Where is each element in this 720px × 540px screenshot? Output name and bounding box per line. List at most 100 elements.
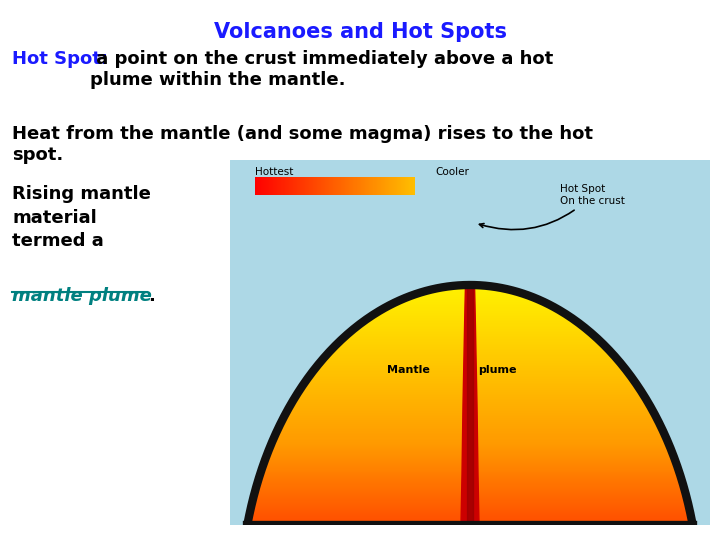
Bar <box>298 392 642 393</box>
Bar <box>251 508 689 509</box>
Bar <box>441 287 500 288</box>
Bar <box>356 177 357 195</box>
Bar <box>265 459 675 460</box>
Text: a point on the crust immediately above a hot
plume within the mantle.: a point on the crust immediately above a… <box>90 50 553 89</box>
Bar <box>400 177 402 195</box>
Bar <box>292 401 648 402</box>
Bar <box>343 177 344 195</box>
Text: Mantle: Mantle <box>387 365 430 375</box>
Bar <box>382 177 383 195</box>
Bar <box>338 342 602 343</box>
Bar <box>269 448 671 449</box>
Bar <box>250 512 690 513</box>
Bar <box>431 289 510 291</box>
Bar <box>278 429 662 430</box>
Bar <box>250 513 690 514</box>
Bar <box>290 404 649 406</box>
Text: Hot Spot
On the crust: Hot Spot On the crust <box>480 184 625 230</box>
Bar <box>349 177 350 195</box>
Bar <box>300 389 640 390</box>
Bar <box>267 455 673 456</box>
Bar <box>383 177 384 195</box>
Bar <box>251 507 689 508</box>
Bar <box>447 286 493 287</box>
Bar <box>342 177 343 195</box>
Bar <box>374 314 566 315</box>
Bar <box>297 394 643 395</box>
Bar <box>414 177 415 195</box>
Bar <box>264 462 676 463</box>
Bar <box>320 177 321 195</box>
Bar <box>256 177 258 195</box>
Bar <box>456 285 483 286</box>
Bar <box>341 177 342 195</box>
Bar <box>333 348 608 349</box>
Bar <box>303 384 637 385</box>
Text: Heat from the mantle (and some magma) rises to the hot
spot.: Heat from the mantle (and some magma) ri… <box>12 125 593 164</box>
Bar <box>390 177 391 195</box>
Bar <box>352 177 353 195</box>
Bar <box>285 177 287 195</box>
Bar <box>256 487 684 488</box>
Bar <box>247 527 693 528</box>
Bar <box>271 444 669 445</box>
Bar <box>387 306 554 307</box>
Bar <box>262 469 678 470</box>
Bar <box>307 379 633 380</box>
Bar <box>392 303 547 304</box>
Bar <box>410 177 411 195</box>
Bar <box>380 177 381 195</box>
Bar <box>367 177 368 195</box>
Bar <box>376 177 377 195</box>
Bar <box>248 523 693 524</box>
Bar <box>331 177 332 195</box>
Bar <box>396 177 397 195</box>
Bar <box>264 177 265 195</box>
Bar <box>324 177 325 195</box>
Bar <box>328 352 611 353</box>
Bar <box>323 359 617 360</box>
Bar <box>354 328 585 329</box>
Bar <box>250 511 690 512</box>
Bar <box>364 320 575 321</box>
Bar <box>377 177 378 195</box>
Bar <box>246 531 694 532</box>
Bar <box>326 177 327 195</box>
Bar <box>268 451 672 453</box>
Bar <box>268 177 269 195</box>
Bar <box>384 307 556 308</box>
Bar <box>294 399 647 400</box>
Bar <box>312 373 629 374</box>
Bar <box>283 177 284 195</box>
Bar <box>269 449 671 450</box>
Bar <box>276 431 663 432</box>
Bar <box>310 375 630 376</box>
Bar <box>331 349 608 350</box>
Bar <box>286 413 654 414</box>
Bar <box>271 177 272 195</box>
Bar <box>297 393 642 394</box>
Bar <box>413 177 414 195</box>
Bar <box>313 370 627 372</box>
Bar <box>317 366 624 367</box>
Bar <box>294 177 295 195</box>
Bar <box>255 177 256 195</box>
Bar <box>294 398 646 399</box>
Bar <box>256 490 685 491</box>
Bar <box>249 514 690 515</box>
Bar <box>276 177 277 195</box>
Bar <box>266 177 267 195</box>
Bar <box>258 480 682 481</box>
Bar <box>402 299 539 300</box>
Bar <box>348 177 349 195</box>
Bar <box>258 479 682 480</box>
Bar <box>260 474 680 475</box>
Bar <box>345 336 595 338</box>
Bar <box>406 177 407 195</box>
Bar <box>356 327 584 328</box>
Text: Cooler: Cooler <box>435 167 469 177</box>
Bar <box>315 177 316 195</box>
Bar <box>247 528 693 529</box>
Bar <box>300 177 301 195</box>
Bar <box>419 293 521 294</box>
